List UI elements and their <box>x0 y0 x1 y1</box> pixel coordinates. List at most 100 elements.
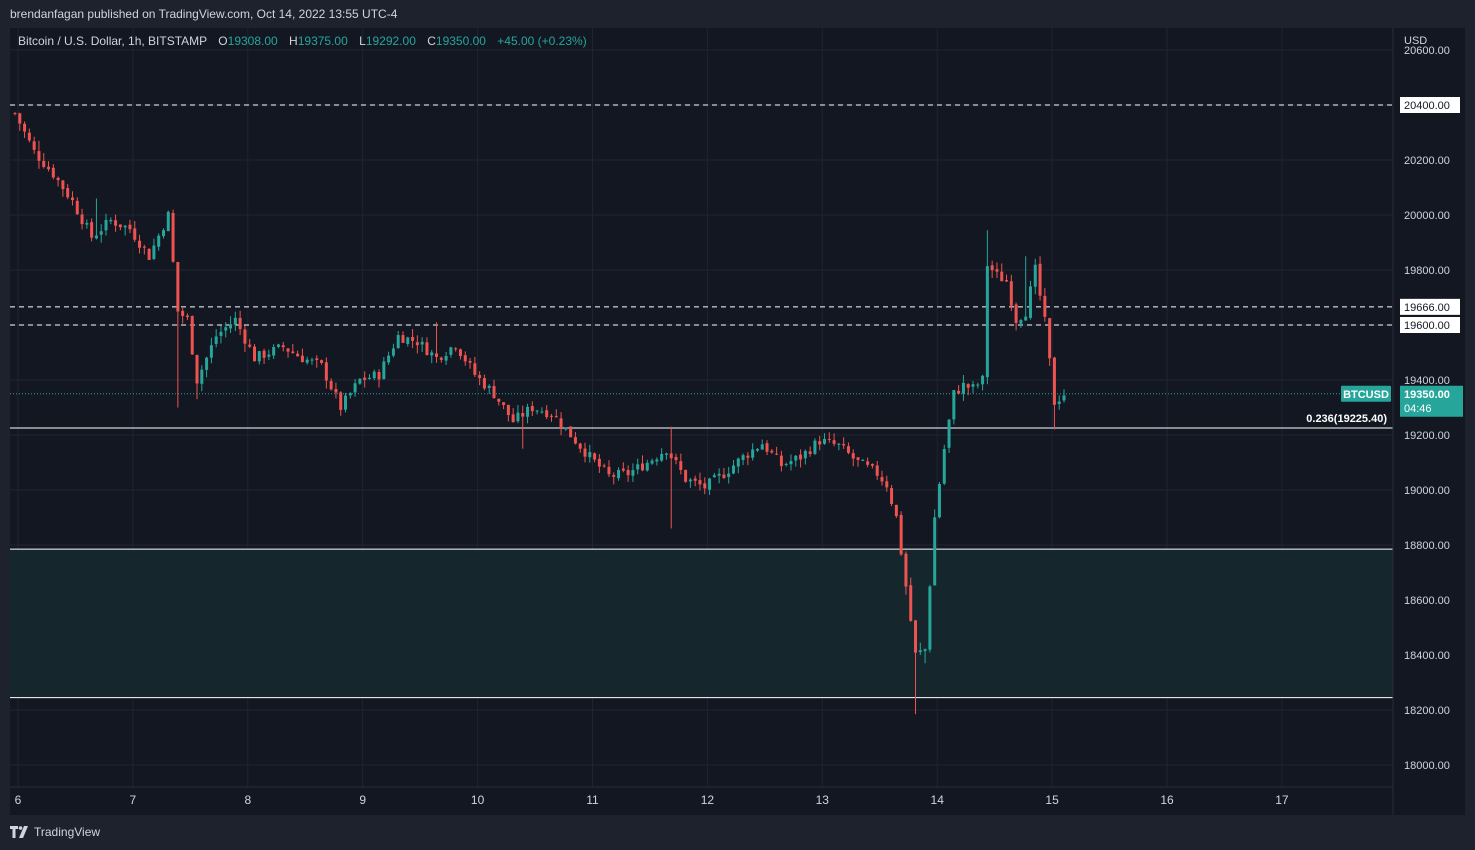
candle-body <box>377 372 381 380</box>
candle-body <box>118 224 122 228</box>
candle-body <box>708 478 712 490</box>
candle-body <box>885 481 889 488</box>
candle-body <box>741 455 745 460</box>
candle-body <box>851 453 855 459</box>
candle-body <box>923 649 927 652</box>
legend-high-label: H <box>289 34 298 48</box>
candle-body <box>310 359 314 361</box>
candle-body <box>463 355 467 362</box>
candle-body <box>94 235 98 239</box>
candle-body <box>655 459 659 462</box>
candle-body <box>736 458 740 467</box>
candle-body <box>104 219 108 231</box>
candle-body <box>803 450 807 459</box>
chart-area[interactable]: 0.236(19225.40) 20600.00 20400.00 20200.00… <box>10 28 1465 815</box>
candlestick-chart[interactable]: 0.236(19225.40) 20600.00 20400.00 20200.00… <box>10 28 1465 815</box>
candle-body <box>32 141 36 150</box>
candle-body <box>626 470 630 476</box>
candle-body <box>233 317 237 325</box>
candle-body <box>722 474 726 478</box>
price-tick-label: 18600.00 <box>1404 595 1450 607</box>
last-price-tag: 19350.00 <box>1404 389 1450 401</box>
price-axis[interactable]: 20600.00 20400.00 20200.00 20000.00 19800.00… <box>1341 28 1465 815</box>
candle-body <box>765 443 769 452</box>
candle-body <box>966 384 970 388</box>
candle-body <box>123 225 127 228</box>
candle-body <box>837 443 841 445</box>
price-axis-bg <box>1393 28 1465 815</box>
candle-body <box>1038 263 1042 296</box>
time-tick-label: 12 <box>701 793 715 807</box>
candle-body <box>478 375 482 379</box>
time-axis[interactable]: 6 7 8 9 10 11 12 13 14 15 16 17 <box>10 786 1393 807</box>
candle-body <box>449 347 453 355</box>
candle-body <box>823 438 827 444</box>
price-tick-label: 19000.00 <box>1404 485 1450 497</box>
symbol-tag-bg <box>1341 385 1391 402</box>
candle-body <box>382 361 386 380</box>
candle-body <box>818 441 822 445</box>
level-tag-bg <box>1400 298 1460 315</box>
candle-body <box>971 384 975 387</box>
candle-body <box>75 200 79 215</box>
candle-body <box>1057 401 1061 405</box>
candle-body <box>1009 281 1013 306</box>
candle-body <box>526 406 530 417</box>
candle-body <box>640 463 644 471</box>
candle-body <box>205 357 209 370</box>
time-tick-label: 17 <box>1275 793 1289 807</box>
candle-body <box>23 123 27 132</box>
candle-body <box>415 342 419 346</box>
candle-body <box>937 484 941 518</box>
candle-body <box>339 392 343 410</box>
candle-body <box>229 324 233 329</box>
candle-body <box>511 414 515 423</box>
candle-body <box>645 462 649 471</box>
level-tag: 19600.00 <box>1404 320 1450 332</box>
candle-body <box>444 356 448 361</box>
level-tag-bg <box>1400 317 1460 333</box>
candle-body <box>573 437 577 444</box>
price-tick-label: 19800.00 <box>1404 265 1450 277</box>
candle-body <box>291 351 295 353</box>
legend-symbol: Bitcoin / U.S. Dollar, 1h, BITSTAMP <box>18 34 207 48</box>
candle-body <box>1014 304 1018 323</box>
candle-body <box>717 473 721 476</box>
candle-body <box>597 458 601 467</box>
tradingview-logo[interactable]: TradingView <box>10 825 100 839</box>
candle-body <box>732 465 735 474</box>
countdown-tag: 04:46 <box>1404 403 1432 415</box>
legend-open-label: O <box>218 34 227 48</box>
candle-body <box>535 410 539 412</box>
candle-body <box>272 347 276 356</box>
candle-body <box>181 310 185 316</box>
legend-close-value: 19350.00 <box>436 34 486 48</box>
candle-body <box>894 504 898 517</box>
candle-body <box>161 230 165 237</box>
candle-body <box>1019 320 1023 324</box>
candle-body <box>799 454 803 460</box>
time-tick-label: 6 <box>15 793 22 807</box>
candle-body <box>56 177 60 181</box>
price-tick-label: 20000.00 <box>1404 210 1450 222</box>
candle-body <box>1052 357 1056 405</box>
candle-body <box>540 411 544 413</box>
candle-body <box>856 457 860 460</box>
candle-body <box>583 448 587 457</box>
candle-body <box>976 384 980 386</box>
price-tick-label: 19200.00 <box>1404 430 1450 442</box>
candle-body <box>142 246 146 248</box>
candle-body <box>631 470 635 476</box>
candle-body <box>497 398 501 402</box>
candle-body <box>914 620 918 653</box>
candle-body <box>487 385 491 388</box>
candle-body <box>171 212 175 262</box>
level-tag: 19666.00 <box>1404 302 1450 314</box>
candles <box>13 112 1066 715</box>
publication-text: brendanfagan published on TradingView.co… <box>10 7 398 21</box>
candle-body <box>502 402 506 406</box>
legend-change: +45.00 (+0.23%) <box>497 34 586 48</box>
price-tick-label: 20600.00 <box>1404 45 1450 57</box>
candle-body <box>430 352 434 356</box>
price-tick-label: 18400.00 <box>1404 650 1450 662</box>
